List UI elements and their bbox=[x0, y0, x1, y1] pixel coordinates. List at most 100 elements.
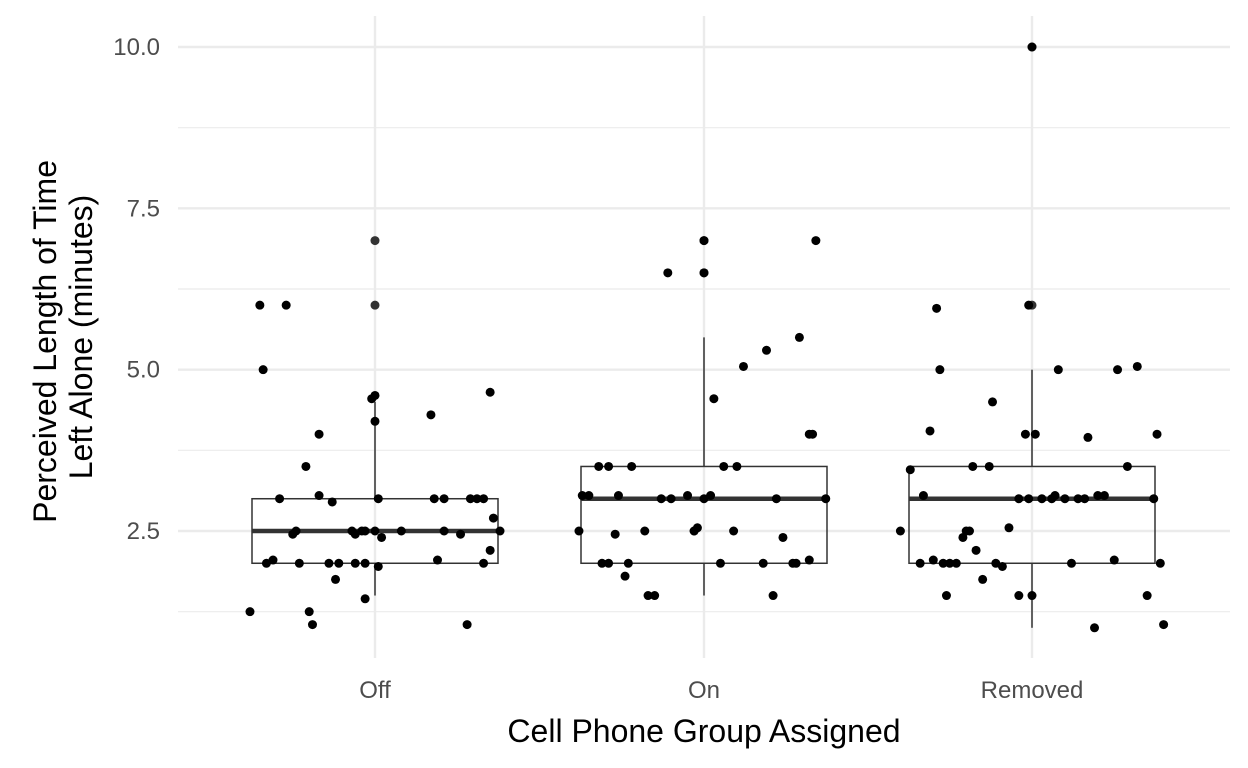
data-point bbox=[932, 303, 942, 313]
box-iqr bbox=[580, 465, 828, 565]
data-point bbox=[456, 529, 466, 539]
y-axis-ticks: 2.5 5.0 7.5 10.0 bbox=[113, 34, 160, 545]
data-point bbox=[1030, 429, 1040, 439]
data-point bbox=[370, 526, 380, 536]
data-point bbox=[715, 558, 725, 568]
data-point bbox=[594, 461, 604, 471]
data-point bbox=[988, 397, 998, 407]
y-tick-label: 2.5 bbox=[127, 518, 160, 545]
data-point bbox=[732, 461, 742, 471]
y-tick-label: 7.5 bbox=[127, 195, 160, 222]
data-point bbox=[331, 574, 341, 584]
data-point bbox=[935, 365, 945, 375]
data-point bbox=[1073, 494, 1083, 504]
data-point bbox=[768, 591, 778, 601]
data-point bbox=[719, 461, 729, 471]
data-point bbox=[1037, 494, 1047, 504]
y-axis-title: Perceived Length of Time Left Alone (min… bbox=[27, 151, 99, 523]
y-axis-title-line-1: Perceived Length of Time bbox=[27, 160, 63, 523]
data-point bbox=[971, 545, 981, 555]
data-point bbox=[1099, 491, 1109, 501]
data-point bbox=[479, 558, 489, 568]
data-point bbox=[462, 620, 472, 630]
data-point bbox=[928, 555, 938, 565]
data-point bbox=[1122, 461, 1132, 471]
data-point bbox=[584, 491, 594, 501]
data-point bbox=[918, 491, 928, 501]
data-point bbox=[951, 558, 961, 568]
data-point bbox=[1024, 300, 1034, 310]
data-point bbox=[334, 558, 344, 568]
data-point bbox=[1090, 623, 1100, 633]
x-axis-ticks: Off On Removed bbox=[359, 677, 1083, 704]
data-point bbox=[370, 416, 380, 426]
data-point bbox=[938, 558, 948, 568]
data-point bbox=[620, 571, 630, 581]
data-point bbox=[439, 526, 449, 536]
data-point bbox=[811, 236, 821, 246]
data-point bbox=[495, 526, 505, 536]
box-iqr bbox=[908, 465, 1156, 565]
x-tick-label: Off bbox=[359, 677, 391, 704]
data-point bbox=[1132, 361, 1142, 371]
y-tick-label: 5.0 bbox=[127, 357, 160, 384]
y-axis-title-line-2: Left Alone (minutes) bbox=[63, 195, 99, 480]
data-point bbox=[964, 526, 974, 536]
data-point bbox=[699, 236, 709, 246]
outlier-point bbox=[370, 236, 380, 246]
x-tick-label: On bbox=[688, 677, 720, 704]
data-point bbox=[574, 526, 584, 536]
data-point bbox=[1020, 429, 1030, 439]
data-point bbox=[367, 394, 377, 404]
data-point bbox=[314, 429, 324, 439]
x-tick-label: Removed bbox=[981, 677, 1084, 704]
data-point bbox=[689, 526, 699, 536]
data-point bbox=[650, 591, 660, 601]
data-point bbox=[627, 461, 637, 471]
data-point bbox=[729, 526, 739, 536]
data-point bbox=[821, 494, 831, 504]
data-point bbox=[1142, 591, 1152, 601]
data-point bbox=[1027, 42, 1037, 52]
data-point bbox=[1024, 494, 1034, 504]
data-point bbox=[426, 410, 436, 420]
data-point bbox=[429, 494, 439, 504]
x-axis-title: Cell Phone Group Assigned bbox=[507, 713, 900, 749]
data-point bbox=[925, 426, 935, 436]
data-point bbox=[245, 607, 255, 617]
y-tick-label: 10.0 bbox=[113, 34, 160, 61]
data-point bbox=[610, 529, 620, 539]
data-point bbox=[472, 494, 482, 504]
data-point bbox=[984, 461, 994, 471]
data-point bbox=[804, 555, 814, 565]
data-point bbox=[301, 461, 311, 471]
data-point bbox=[479, 494, 489, 504]
data-point bbox=[360, 526, 370, 536]
data-point bbox=[794, 332, 804, 342]
data-point bbox=[778, 532, 788, 542]
data-point bbox=[1080, 494, 1090, 504]
data-point bbox=[978, 574, 988, 584]
data-point bbox=[1004, 523, 1014, 533]
data-point bbox=[1050, 491, 1060, 501]
data-point bbox=[1014, 494, 1024, 504]
data-point bbox=[945, 558, 955, 568]
data-point bbox=[905, 465, 915, 475]
data-point bbox=[706, 491, 716, 501]
data-point bbox=[485, 545, 495, 555]
data-point bbox=[307, 620, 317, 630]
data-point bbox=[604, 461, 614, 471]
data-point bbox=[373, 494, 383, 504]
data-point bbox=[1152, 429, 1162, 439]
data-point bbox=[360, 558, 370, 568]
data-point bbox=[258, 365, 268, 375]
data-point bbox=[1113, 365, 1123, 375]
data-point bbox=[314, 491, 324, 501]
data-point bbox=[738, 361, 748, 371]
data-point bbox=[275, 494, 285, 504]
data-point bbox=[1083, 432, 1093, 442]
data-point bbox=[350, 558, 360, 568]
data-point bbox=[666, 494, 676, 504]
data-point bbox=[771, 494, 781, 504]
